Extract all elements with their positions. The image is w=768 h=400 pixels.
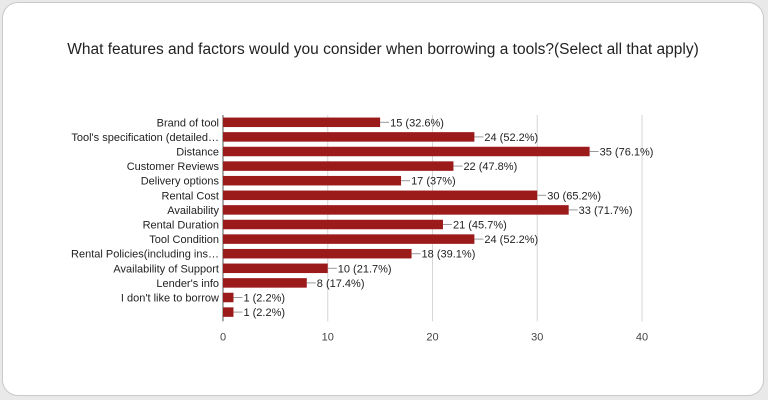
data-label: 24 (52.2%) <box>484 132 538 144</box>
data-label: 17 (37%) <box>411 176 456 188</box>
bar[interactable] <box>223 219 443 230</box>
data-label: 24 (52.2%) <box>484 234 538 246</box>
bar[interactable] <box>223 117 381 128</box>
data-label: 1 (2.2%) <box>243 293 285 305</box>
bar[interactable] <box>223 146 590 157</box>
category-label: Rental Policies(including ins… <box>71 249 219 261</box>
category-label: Distance <box>176 147 219 159</box>
category-label: Brand of tool <box>157 117 219 129</box>
category-label: Delivery options <box>141 176 220 188</box>
x-tick-label: 20 <box>426 331 438 343</box>
data-label: 35 (76.1%) <box>600 147 654 159</box>
data-label: 22 (47.8%) <box>463 161 517 173</box>
chart-title: What features and factors would you cons… <box>67 41 699 58</box>
bar[interactable] <box>223 161 454 171</box>
data-label: 21 (45.7%) <box>453 220 507 232</box>
bar[interactable] <box>223 307 234 317</box>
x-tick-label: 40 <box>636 331 648 343</box>
category-label: I don't like to borrow <box>121 293 219 305</box>
category-label: Availability <box>167 205 219 217</box>
x-tick-label: 0 <box>220 331 226 343</box>
category-label: Customer Reviews <box>127 161 220 173</box>
data-label: 10 (21.7%) <box>338 263 392 275</box>
bar[interactable] <box>223 278 307 288</box>
bar[interactable] <box>223 263 328 274</box>
bar[interactable] <box>223 190 538 201</box>
chart-card: What features and factors would you cons… <box>2 2 764 396</box>
category-label: Lender's info <box>156 278 219 290</box>
category-label: Rental Duration <box>143 220 219 232</box>
data-label: 1 (2.2%) <box>243 307 285 319</box>
bar[interactable] <box>223 205 569 215</box>
category-label: Availability of Support <box>113 263 219 275</box>
data-label: 15 (32.6%) <box>390 117 444 129</box>
category-label: Tool Condition <box>149 234 219 246</box>
bar[interactable] <box>223 132 475 142</box>
bar[interactable] <box>223 292 234 303</box>
x-tick-label: 30 <box>531 331 543 343</box>
data-label: 8 (17.4%) <box>317 278 365 290</box>
x-tick-label: 10 <box>322 331 334 343</box>
data-label: 30 (65.2%) <box>547 190 601 202</box>
category-label: Tool's specification (detailed… <box>71 132 219 144</box>
data-label: 33 (71.7%) <box>579 205 633 217</box>
bar[interactable] <box>223 234 475 244</box>
bar[interactable] <box>223 175 402 186</box>
data-label: 18 (39.1%) <box>422 249 476 261</box>
bar[interactable] <box>223 248 412 259</box>
category-label: Rental Cost <box>162 190 219 202</box>
